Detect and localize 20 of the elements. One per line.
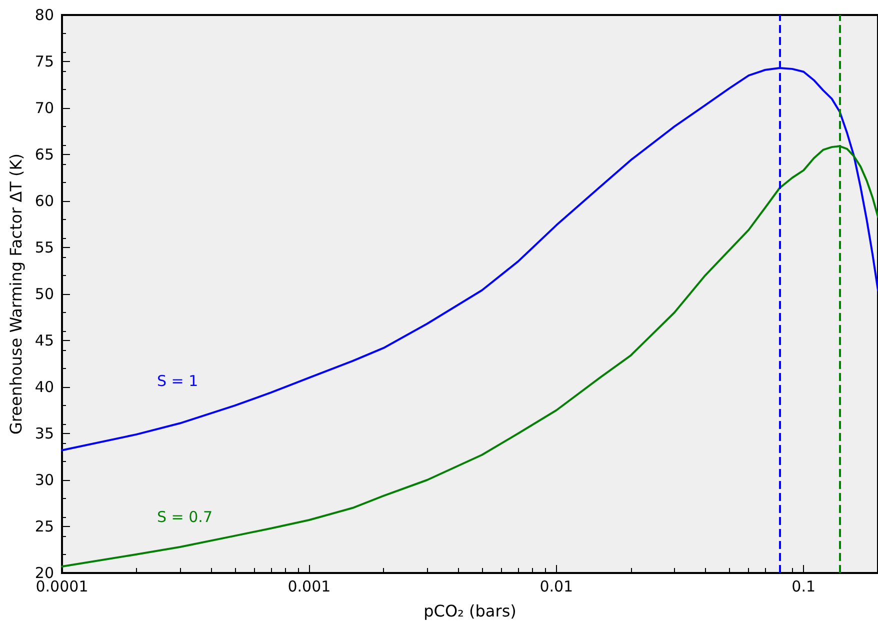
- x-tick-label: 0.0001: [36, 578, 88, 596]
- y-tick-label: 55: [34, 238, 54, 256]
- annotation: S = 1: [157, 372, 198, 390]
- y-tick-label: 25: [34, 518, 54, 536]
- y-tick-label: 40: [34, 378, 54, 396]
- y-tick-label: 30: [34, 471, 54, 489]
- y-tick-label: 50: [34, 285, 54, 303]
- x-tick-label: 0.01: [540, 578, 574, 596]
- y-tick-label: 60: [34, 192, 54, 210]
- y-tick-label: 75: [34, 52, 54, 70]
- y-tick-label: 45: [34, 332, 54, 350]
- y-tick-label: 65: [34, 146, 54, 164]
- annotation: S = 0.7: [157, 508, 212, 526]
- x-axis-title: pCO₂ (bars): [424, 602, 516, 620]
- x-tick-label: 0.001: [288, 578, 331, 596]
- x-tick-label: 0.1: [792, 578, 816, 596]
- y-tick-label: 80: [34, 6, 54, 24]
- y-axis-title: Greenhouse Warming Factor ΔT (K): [6, 154, 26, 434]
- y-tick-label: 70: [34, 99, 54, 117]
- y-tick-label: 35: [34, 424, 54, 442]
